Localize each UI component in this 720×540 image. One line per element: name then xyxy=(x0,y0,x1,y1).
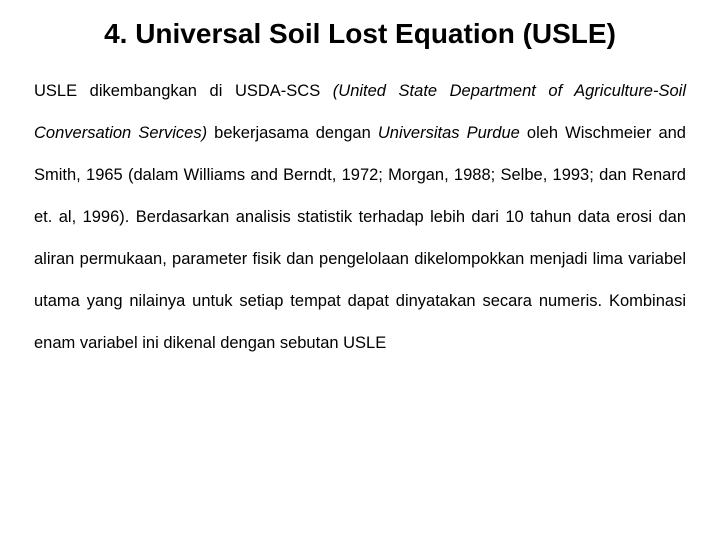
text-run-italic-2: Universitas Purdue xyxy=(378,124,520,142)
text-run-plain-2: bekerjasama dengan xyxy=(207,124,378,142)
text-run-plain-3: oleh Wischmeier and Smith, 1965 (dalam W… xyxy=(34,124,686,352)
slide-body-paragraph: USLE dikembangkan di USDA-SCS (United St… xyxy=(34,70,686,364)
text-run-plain-1: USLE dikembangkan di USDA-SCS xyxy=(34,82,333,100)
slide-title: 4. Universal Soil Lost Equation (USLE) xyxy=(34,18,686,50)
slide-page: 4. Universal Soil Lost Equation (USLE) U… xyxy=(0,0,720,540)
